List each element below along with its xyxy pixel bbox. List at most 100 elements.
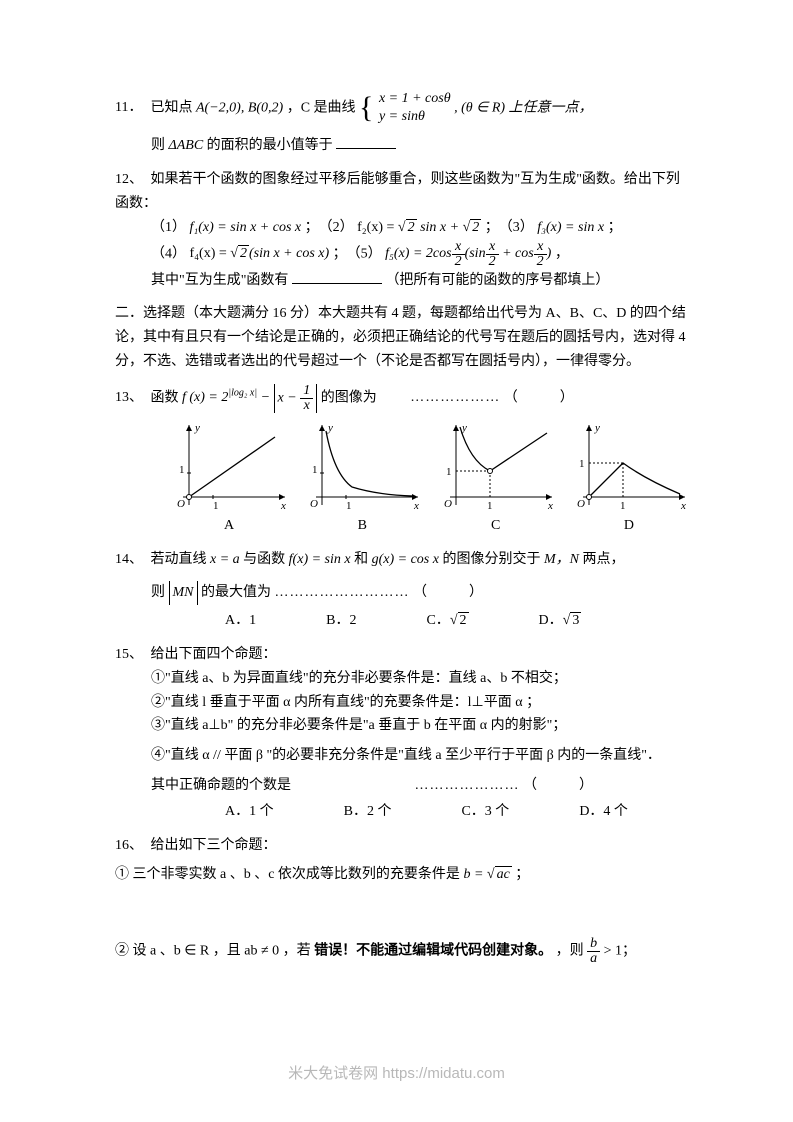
section-2-heading: 二．选择题（本大题满分 16 分）本大题共有 4 题，每题都给出代号为 A、B、… bbox=[115, 302, 693, 373]
q16-p2: ② 设 a 、b ∈ R ，且 ab ≠ 0 ，若 错误！不能通过编辑域代码创建… bbox=[115, 937, 693, 966]
q16-t1: 给出如下三个命题： bbox=[151, 838, 277, 853]
f5b: (sin bbox=[465, 246, 486, 261]
q15-options: A．1 个 B．2 个 C．3 个 D．4 个 bbox=[115, 800, 693, 824]
question-12: 12、 如果若干个函数的图象经过平移后能够重合，则这些函数为"互为生成"函数。给… bbox=[115, 168, 693, 292]
opt-d[interactable]: D． 3 bbox=[539, 609, 582, 633]
q16-number: 16、 bbox=[115, 834, 147, 858]
opt-c[interactable]: C．3 个 bbox=[461, 800, 509, 824]
q13-t1: 函数 bbox=[151, 390, 183, 405]
svg-text:1: 1 bbox=[346, 500, 352, 512]
chart-d[interactable]: O 1 1 x y D bbox=[565, 419, 693, 538]
opt-b[interactable]: B．2 bbox=[326, 609, 356, 633]
fn: b bbox=[587, 937, 600, 952]
dots: ………………… bbox=[415, 778, 520, 793]
q12-f3: f₃(x) = sin x bbox=[537, 220, 604, 235]
blank-input[interactable] bbox=[336, 135, 396, 149]
q12-i4a: （4） bbox=[151, 246, 186, 261]
q11-l2a: 则 bbox=[151, 138, 169, 153]
question-14: 14、 若动直线 x = a 与函数 f(x) = sin x 和 g(x) =… bbox=[115, 548, 693, 634]
q15-p3: ③"直线 a⊥b" 的充分非必要条件是"a 垂直于 b 在平面 α 内的射影"； bbox=[115, 714, 693, 738]
q11-text3: , (θ ∈ R) 上任意一点， bbox=[454, 100, 592, 115]
svg-text:O: O bbox=[177, 498, 185, 510]
q15-t1: 给出下面四个命题： bbox=[151, 647, 277, 662]
q12-i3a: ； （3） bbox=[485, 220, 534, 235]
q12-i3b: ； bbox=[608, 220, 622, 235]
svg-text:O: O bbox=[444, 498, 452, 510]
cv: 2 bbox=[458, 612, 469, 628]
p1c: ； bbox=[515, 867, 529, 882]
q12-f1: f₁(x) = sin x + cos x bbox=[190, 220, 302, 235]
absa: x − bbox=[278, 390, 301, 405]
chart-a[interactable]: O 1 1 x y A bbox=[165, 419, 293, 538]
svg-text:1: 1 bbox=[179, 464, 185, 476]
q12-line3: 其中"互为生成"函数有 （把所有可能的函数的序号都填上） bbox=[115, 269, 693, 293]
svg-text:x: x bbox=[280, 500, 286, 512]
svg-text:y: y bbox=[327, 422, 333, 434]
q13-charts: O 1 1 x y A O 1 1 x y bbox=[165, 419, 693, 538]
svg-text:1: 1 bbox=[213, 500, 219, 512]
paren[interactable]: （ ） bbox=[523, 778, 593, 793]
dp: D． bbox=[539, 613, 563, 628]
opt-d[interactable]: D．4 个 bbox=[579, 800, 628, 824]
chart-b[interactable]: O 1 1 x y B bbox=[298, 419, 426, 538]
svg-text:x: x bbox=[680, 500, 686, 512]
svg-text:x: x bbox=[413, 500, 419, 512]
svg-text:x: x bbox=[547, 500, 553, 512]
svg-text:1: 1 bbox=[620, 500, 626, 512]
svg-text:1: 1 bbox=[312, 464, 318, 476]
error-text: 错误！不能通过编辑域代码创建对象。 bbox=[314, 944, 552, 959]
section2-text: 二．选择题（本大题满分 16 分）本大题共有 4 题，每题都给出代号为 A、B、… bbox=[115, 306, 686, 369]
fd: a bbox=[587, 952, 600, 966]
paren[interactable]: （ ） bbox=[504, 390, 574, 405]
q13-number: 13、 bbox=[115, 386, 147, 410]
q12-i5a: ； （5） bbox=[333, 246, 382, 261]
svg-text:y: y bbox=[194, 422, 200, 434]
p2c: > 1； bbox=[604, 944, 636, 959]
q12-tail: ， bbox=[555, 246, 569, 261]
blank-input[interactable] bbox=[292, 270, 382, 284]
opt-c[interactable]: C． 2 bbox=[426, 609, 468, 633]
q12-l3a: 其中"互为生成"函数有 bbox=[151, 273, 288, 288]
q11-line2: 则 ΔABC 的面积的最小值等于 bbox=[115, 134, 693, 158]
q13-fx: f (x) = 2|log₂ x| − x − 1x bbox=[182, 390, 321, 405]
q15-last: 其中正确命题的个数是 ………………… （ ） bbox=[115, 774, 693, 798]
opt-a[interactable]: A．1 个 bbox=[225, 800, 274, 824]
q12-items1: （1） f₁(x) = sin x + cos x ； （2） f₂(x) = … bbox=[115, 216, 693, 240]
question-15: 15、 给出下面四个命题： ①"直线 a、b 为异面直线"的充分非必要条件是：直… bbox=[115, 643, 693, 824]
q12-text: 如果若干个函数的图象经过平移后能够重合，则这些函数为"互为生成"函数。给出下列函… bbox=[115, 172, 680, 211]
question-13: 13、 函数 f (x) = 2|log₂ x| − x − 1x 的图像为 …… bbox=[115, 384, 693, 538]
q14-pts: M，N bbox=[544, 552, 579, 567]
q12-f5: f₅(x) = 2cosx2(sinx2 + cosx2) bbox=[385, 246, 555, 261]
f5d: ) bbox=[547, 246, 552, 261]
q16-p1: ① 三个非零实数 a 、b 、c 依次成等比数列的充要条件是 b = ac ； bbox=[115, 863, 693, 887]
q14-e2: f(x) = sin x bbox=[289, 552, 351, 567]
q14-e1: x = a bbox=[210, 552, 240, 567]
q12-f4: f₄(x) = 2(sin x + cos x) bbox=[190, 246, 330, 261]
q14-e3: g(x) = cos x bbox=[372, 552, 439, 567]
q11-number: 11． bbox=[115, 96, 147, 120]
opt-b[interactable]: B．2 个 bbox=[344, 800, 392, 824]
label-d: D bbox=[565, 514, 693, 538]
brace-icon: { bbox=[359, 99, 375, 117]
q14-t5: 两点， bbox=[582, 552, 624, 567]
q14-options: A．1 B．2 C． 2 D． 3 bbox=[115, 609, 693, 633]
cp: C． bbox=[426, 613, 449, 628]
q14-l2a: 则 bbox=[151, 585, 169, 600]
q15-p4: ④"直线 α // 平面 β "的必要非充分条件是"直线 a 至少平行于平面 β… bbox=[115, 744, 693, 768]
dv: 3 bbox=[570, 612, 581, 628]
q14-t4: 的图像分别交于 bbox=[442, 552, 544, 567]
q13-t2: 的图像为 bbox=[321, 390, 377, 405]
q12-i2a: ； （2） bbox=[305, 220, 354, 235]
fxb: − bbox=[257, 390, 273, 405]
opt-a[interactable]: A．1 bbox=[225, 609, 256, 633]
q11-text: 已知点 bbox=[151, 100, 197, 115]
paren[interactable]: （ ） bbox=[413, 585, 483, 600]
q12-i1a: （1） bbox=[151, 220, 186, 235]
svg-text:1: 1 bbox=[446, 466, 452, 478]
chart-c[interactable]: O 1 1 x y C bbox=[432, 419, 560, 538]
q11-param: x = 1 + cosθ y = sinθ bbox=[379, 90, 451, 126]
question-11: 11． 已知点 A(−2,0), B(0,2) ，C 是曲线 { x = 1 +… bbox=[115, 90, 693, 158]
chart-c-svg: O 1 1 x y bbox=[432, 419, 560, 514]
abs-icon: x − 1x bbox=[274, 384, 318, 413]
q14-line2: 则 MN 的最大值为 ……………………… （ ） bbox=[115, 581, 693, 605]
